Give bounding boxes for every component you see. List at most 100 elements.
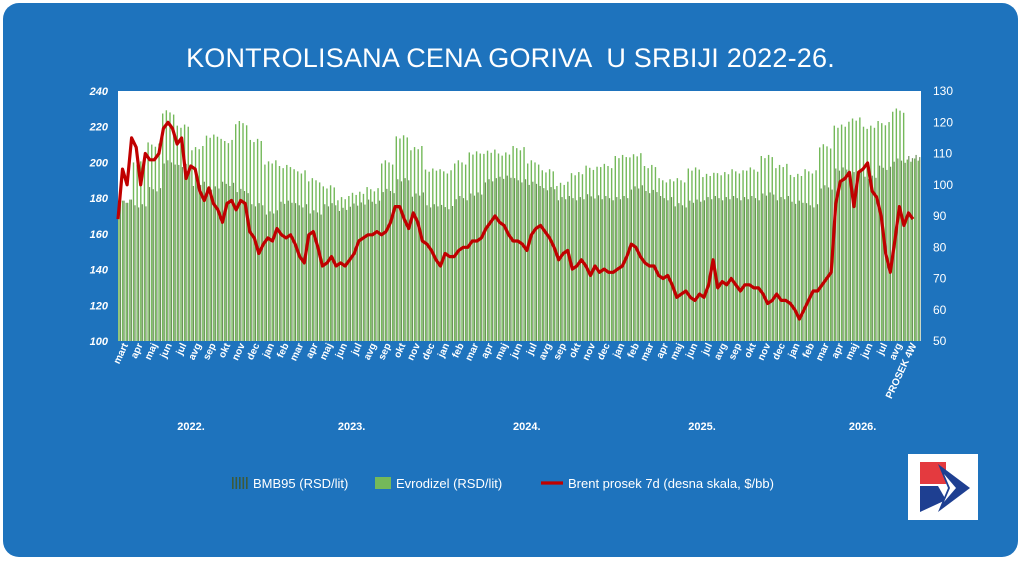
bmb95-bar	[608, 198, 611, 341]
x-tick-label: sep	[201, 342, 218, 362]
x-tick-label: jun	[684, 342, 701, 361]
diesel-bar	[413, 147, 416, 341]
bmb95-bar	[503, 178, 505, 341]
bmb95-bar	[667, 200, 669, 341]
diesel-bar	[669, 179, 671, 341]
diesel-bar	[282, 168, 284, 341]
diesel-bar	[771, 157, 773, 341]
x-tick-label: dec	[420, 341, 437, 362]
bmb95-bar	[320, 214, 322, 341]
bmb95-bar	[725, 197, 727, 341]
diesel-bar	[355, 194, 357, 341]
diesel-bar	[603, 163, 606, 341]
bmb95-bar	[849, 175, 851, 341]
diesel-bar	[516, 148, 518, 341]
bmb95-bar	[568, 196, 570, 341]
y-right-tick-label: 130	[933, 84, 953, 98]
bmb95-bar	[627, 198, 629, 341]
bmb95-bar	[638, 188, 640, 341]
chart-title: KONTROLISANA CENA GORIVA U SRBIJI 2022-2…	[186, 43, 835, 73]
diesel-bar	[351, 192, 354, 341]
bmb95-bar	[846, 169, 848, 341]
bmb95-bar	[864, 176, 866, 341]
bmb95-bar	[455, 199, 457, 341]
diesel-bar	[311, 178, 314, 341]
y-right-tick-label: 90	[933, 209, 947, 223]
x-tick-label: maj	[493, 341, 510, 361]
bmb95-bar	[225, 183, 227, 341]
bmb95-bar	[809, 205, 811, 341]
diesel-bar	[293, 169, 295, 341]
diesel-bar	[735, 171, 737, 341]
diesel-bar	[366, 187, 368, 341]
chart-svg: 100 120 140 160 180 200 220 240 50 60 70 80 90 100 110…	[89, 84, 954, 491]
bmb95-bar	[853, 172, 855, 341]
diesel-bar	[381, 163, 383, 341]
x-tick-label: jul	[524, 341, 539, 357]
bmb95-bar	[769, 192, 771, 341]
diesel-bar	[275, 160, 277, 341]
bmb95-bar	[243, 191, 246, 341]
diesel-bar	[527, 163, 529, 341]
bmb95-bar	[700, 201, 702, 341]
bmb95-bar	[295, 203, 297, 341]
bmb95-bar	[269, 211, 271, 341]
bmb95-bar	[576, 200, 578, 341]
diesel-bar	[125, 202, 127, 341]
bmb95-bar	[729, 199, 731, 341]
bmb95-bar	[583, 199, 585, 341]
diesel-bar	[194, 147, 197, 341]
bmb95-bar	[291, 202, 293, 341]
x-tick-label: jun	[333, 342, 350, 361]
bmb95-bar	[324, 204, 326, 341]
diesel-bar	[764, 158, 766, 341]
legend-swatch-evrodizel	[375, 477, 391, 489]
diesel-bar	[340, 197, 343, 341]
y-right-tick-label: 100	[933, 178, 953, 192]
diesel-bar	[497, 153, 500, 341]
bmb95-bar	[448, 209, 450, 341]
bmb95-bar	[138, 207, 140, 341]
bmb95-bar	[444, 207, 446, 341]
diesel-bar	[245, 125, 248, 342]
diesel-bar	[424, 169, 427, 341]
bmb95-bar	[733, 196, 735, 341]
bmb95-bar	[156, 191, 158, 341]
diesel-bar	[377, 188, 379, 341]
bmb95-bar	[524, 179, 527, 341]
diesel-bar	[216, 136, 219, 341]
bmb95-bar	[521, 182, 523, 341]
diesel-bar	[140, 161, 142, 341]
diesel-bar	[844, 126, 846, 341]
bmb95-bar	[411, 196, 413, 341]
y-left-tick-label: 180	[90, 193, 109, 205]
bmb95-bar	[419, 195, 421, 341]
diesel-bar	[618, 158, 620, 341]
diesel-bar	[913, 158, 916, 341]
bmb95-bar	[462, 198, 465, 341]
bmb95-bar	[911, 158, 914, 341]
diesel-bar	[256, 138, 259, 341]
bmb95-bar	[762, 193, 764, 341]
diesel-bar	[778, 164, 781, 341]
diesel-bar	[227, 143, 230, 341]
bmb95-bar	[670, 197, 673, 341]
diesel-bar	[888, 122, 890, 341]
diesel-bar	[271, 163, 273, 341]
diesel-bar	[421, 146, 423, 341]
bmb95-bar	[378, 200, 381, 341]
y-right-tick-label: 70	[933, 272, 947, 286]
bmb95-bar	[743, 197, 746, 341]
x-tick-label: jan	[611, 342, 628, 361]
bmb95-bar	[824, 185, 826, 341]
x-tick-label: avg	[712, 342, 729, 362]
diesel-bar	[680, 180, 682, 341]
diesel-bar	[472, 154, 474, 341]
diesel-bar	[187, 126, 189, 341]
bmb95-bar	[597, 195, 600, 341]
x-tick-label: maj	[143, 341, 160, 361]
bmb95-bar	[506, 175, 508, 341]
diesel-bar	[278, 166, 281, 341]
diesel-bar	[231, 139, 233, 341]
bmb95-bar	[240, 188, 242, 341]
